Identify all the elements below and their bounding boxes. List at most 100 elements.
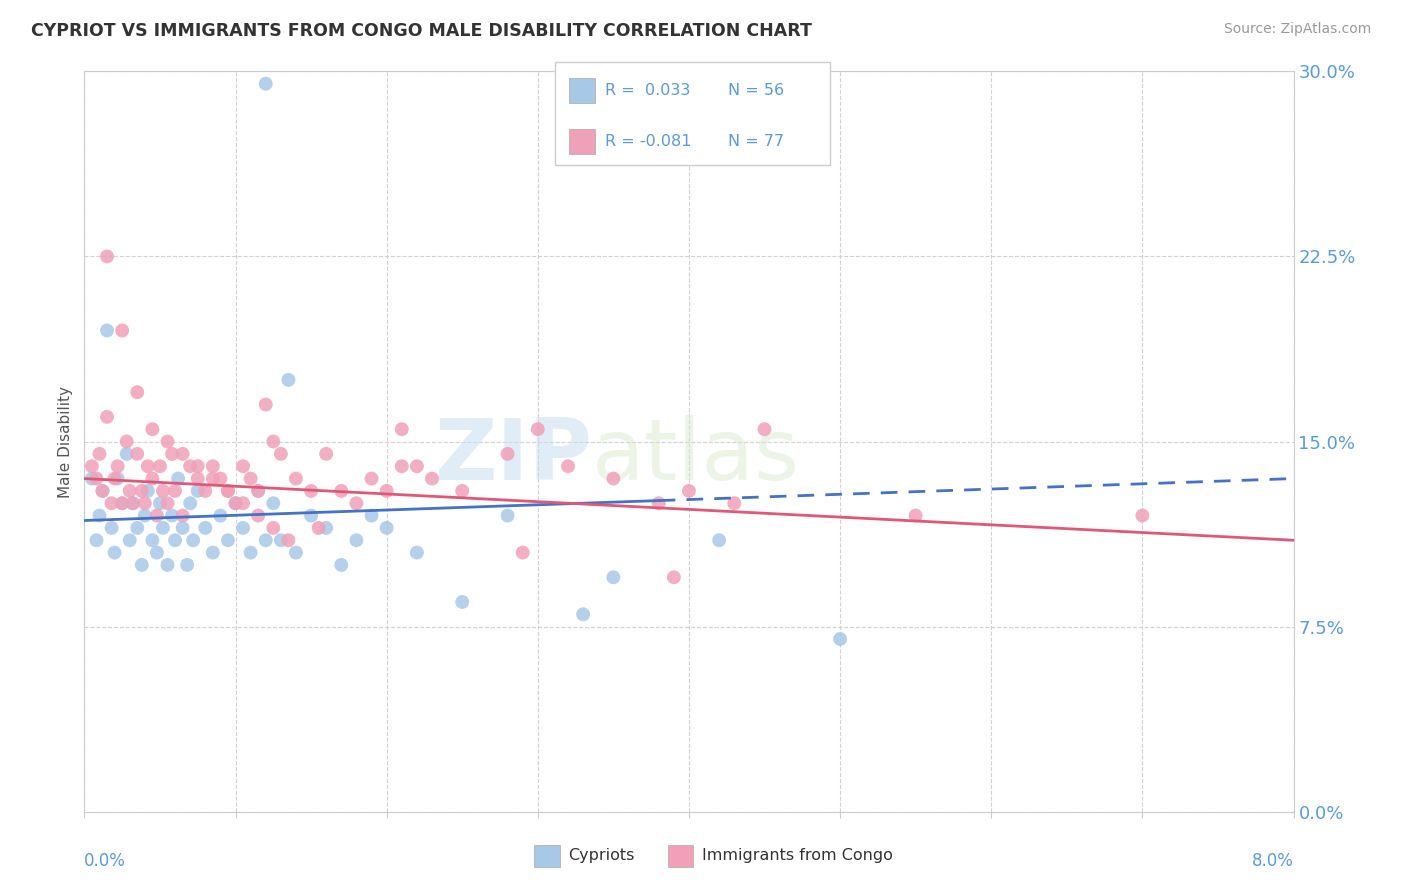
- Point: [709, 533, 731, 548]
- Text: R =  0.033: R = 0.033: [605, 84, 690, 98]
- Text: 8.0%: 8.0%: [1251, 853, 1294, 871]
- Point: [299, 483, 322, 498]
- Point: [111, 324, 134, 338]
- Point: [80, 471, 103, 485]
- Point: [209, 471, 232, 485]
- Point: [662, 570, 685, 584]
- Point: [181, 533, 204, 548]
- Point: [201, 459, 224, 474]
- Point: [572, 607, 595, 622]
- Point: [375, 483, 398, 498]
- Point: [172, 447, 194, 461]
- Text: atlas: atlas: [592, 415, 800, 498]
- Point: [232, 496, 254, 510]
- Point: [152, 521, 174, 535]
- Point: [254, 398, 277, 412]
- Point: [217, 533, 239, 548]
- Point: [217, 483, 239, 498]
- Point: [496, 508, 519, 523]
- Text: N = 77: N = 77: [728, 135, 785, 149]
- Point: [136, 459, 159, 474]
- Point: [156, 558, 179, 572]
- Point: [127, 521, 149, 535]
- Point: [375, 521, 398, 535]
- Point: [89, 447, 111, 461]
- Point: [723, 496, 745, 510]
- Point: [149, 459, 172, 474]
- Text: Immigrants from Congo: Immigrants from Congo: [702, 848, 893, 863]
- Point: [239, 471, 262, 485]
- Point: [187, 471, 209, 485]
- Text: Cypriots: Cypriots: [568, 848, 634, 863]
- Point: [201, 545, 224, 560]
- Point: [217, 483, 239, 498]
- Point: [165, 483, 187, 498]
- Point: [160, 447, 183, 461]
- Point: [284, 471, 308, 485]
- Point: [315, 447, 337, 461]
- Point: [360, 508, 382, 523]
- Point: [86, 533, 108, 548]
- Point: [156, 496, 179, 510]
- Point: [104, 471, 127, 485]
- Point: [194, 483, 217, 498]
- Point: [176, 558, 198, 572]
- Point: [134, 496, 156, 510]
- Point: [406, 459, 429, 474]
- Point: [187, 483, 209, 498]
- Point: [111, 496, 134, 510]
- Point: [127, 385, 149, 400]
- Point: [391, 422, 413, 436]
- Point: [527, 422, 550, 436]
- Point: [152, 483, 174, 498]
- Point: [107, 459, 129, 474]
- Point: [134, 508, 156, 523]
- Point: [904, 508, 927, 523]
- Point: [141, 471, 163, 485]
- Point: [172, 508, 194, 523]
- Point: [209, 508, 232, 523]
- Point: [262, 434, 284, 449]
- Point: [277, 373, 299, 387]
- Point: [100, 521, 122, 535]
- Point: [107, 471, 129, 485]
- Point: [104, 545, 127, 560]
- Point: [557, 459, 579, 474]
- Point: [830, 632, 852, 646]
- Point: [141, 533, 163, 548]
- Point: [111, 496, 134, 510]
- Point: [299, 508, 322, 523]
- Point: [118, 483, 141, 498]
- Point: [346, 533, 368, 548]
- Point: [160, 508, 183, 523]
- Point: [96, 250, 118, 264]
- Point: [496, 447, 519, 461]
- Point: [754, 422, 776, 436]
- Point: [277, 533, 299, 548]
- Point: [254, 533, 277, 548]
- Point: [330, 483, 353, 498]
- Point: [146, 508, 169, 523]
- Point: [262, 496, 284, 510]
- Point: [187, 459, 209, 474]
- Point: [225, 496, 247, 510]
- Point: [91, 483, 114, 498]
- Point: [167, 471, 190, 485]
- Point: [254, 77, 277, 91]
- Point: [512, 545, 534, 560]
- Point: [225, 496, 247, 510]
- Point: [91, 483, 114, 498]
- Point: [247, 483, 270, 498]
- Point: [602, 471, 624, 485]
- Point: [149, 496, 172, 510]
- Text: R = -0.081: R = -0.081: [605, 135, 692, 149]
- Point: [131, 483, 153, 498]
- Point: [115, 447, 138, 461]
- Point: [141, 422, 163, 436]
- Point: [1132, 508, 1154, 523]
- Point: [308, 521, 330, 535]
- Point: [165, 533, 187, 548]
- Point: [136, 483, 159, 498]
- Point: [247, 508, 270, 523]
- Point: [284, 545, 308, 560]
